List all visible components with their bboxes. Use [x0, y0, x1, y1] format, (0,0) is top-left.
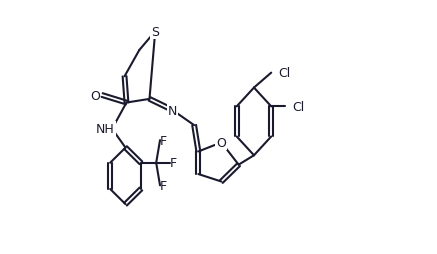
Text: N: N: [168, 104, 177, 117]
Text: Cl: Cl: [278, 67, 291, 80]
Text: F: F: [170, 157, 177, 170]
Text: F: F: [160, 179, 167, 192]
Text: Cl: Cl: [292, 101, 304, 114]
Text: NH: NH: [96, 123, 115, 136]
Text: S: S: [151, 26, 159, 39]
Text: F: F: [160, 134, 167, 147]
Text: O: O: [90, 89, 100, 102]
Text: O: O: [216, 136, 226, 149]
